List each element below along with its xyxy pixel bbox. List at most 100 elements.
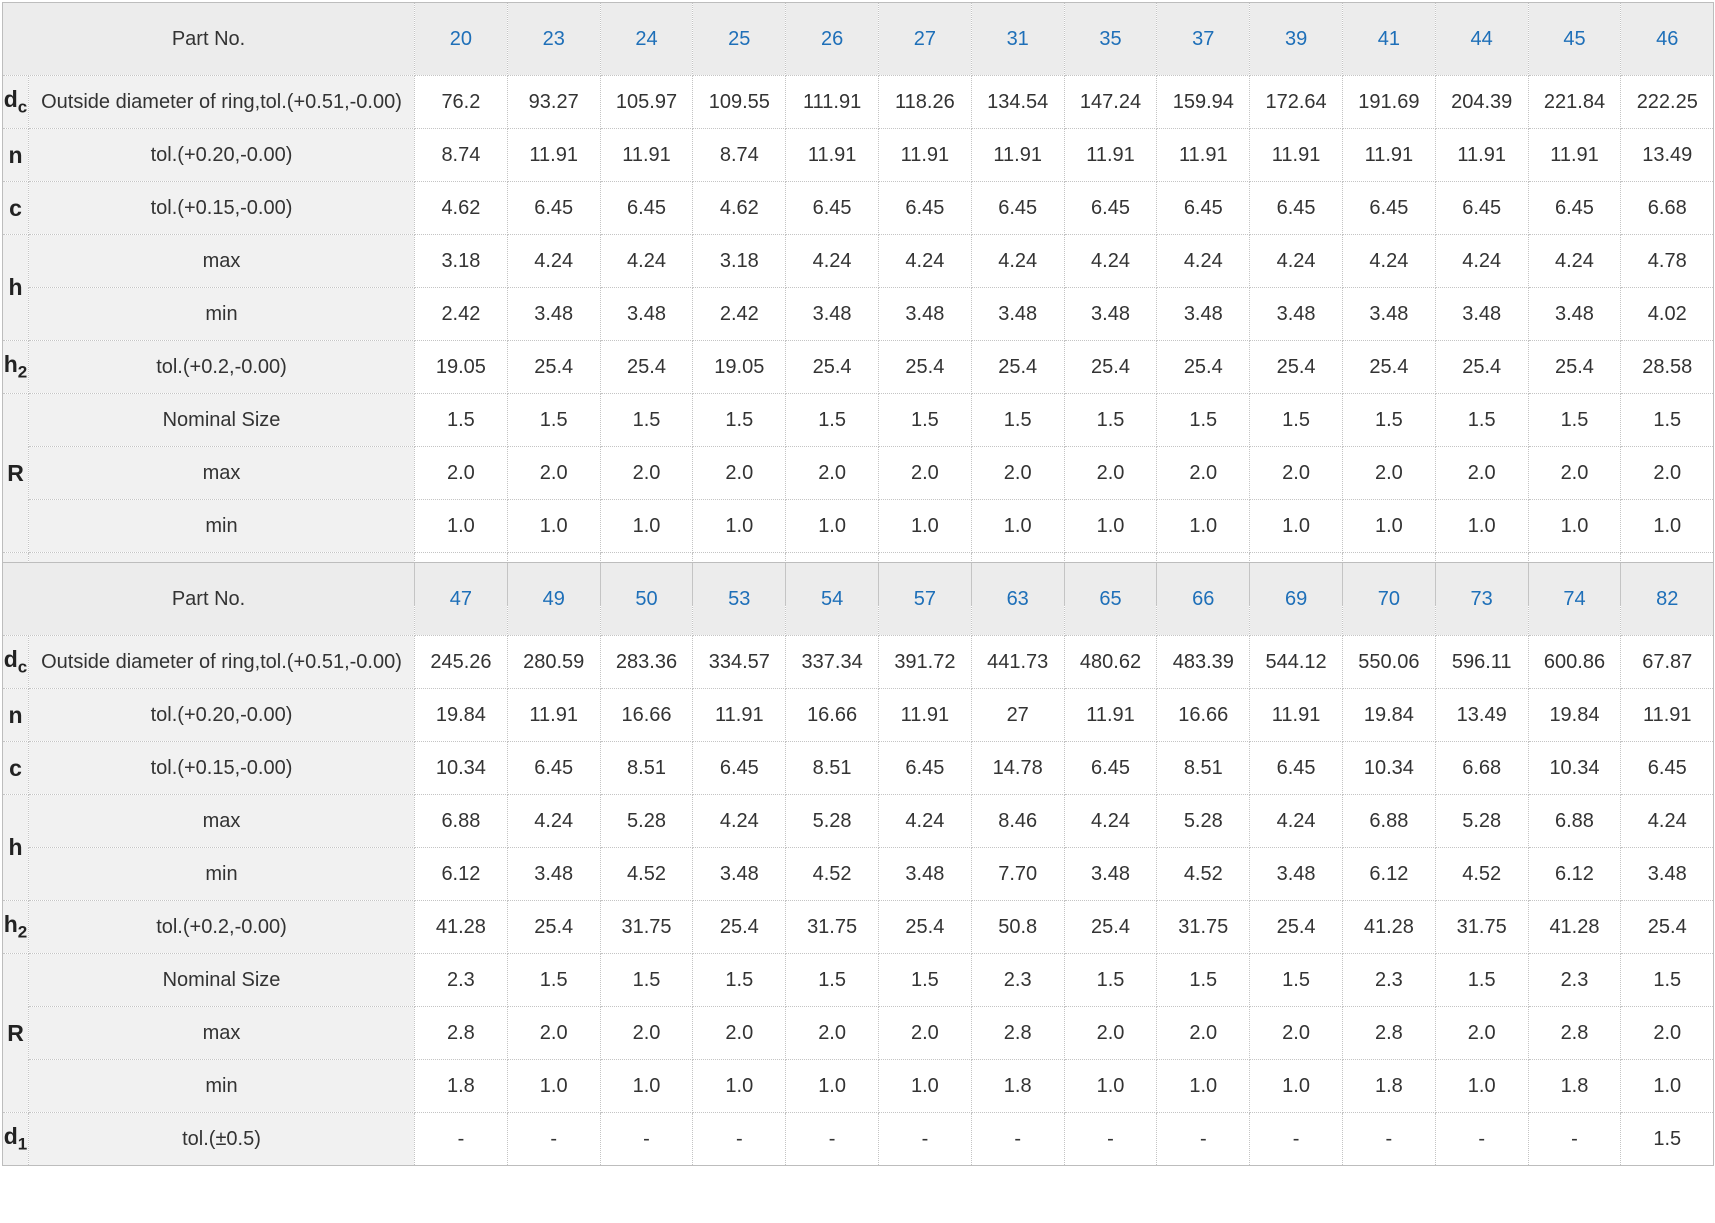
part-number-link[interactable]: 20 <box>414 2 508 76</box>
table-cell: 19.84 <box>1341 688 1436 742</box>
part-number-link[interactable]: 41 <box>1341 2 1436 76</box>
row-description: Outside diameter of ring,tol.(+0.51,-0.0… <box>27 75 416 129</box>
part-number-link[interactable]: 23 <box>506 2 601 76</box>
part-number-link[interactable]: 27 <box>878 2 972 76</box>
table-cell: 8.74 <box>692 128 787 182</box>
table-cell: 4.24 <box>506 234 601 288</box>
row-description: min <box>27 287 416 341</box>
table-cell: 134.54 <box>970 75 1065 129</box>
table-cell: 4.24 <box>1063 234 1158 288</box>
table-cell: 337.34 <box>785 635 879 689</box>
table-cell: 10.34 <box>1527 741 1622 795</box>
symbol-letter: d <box>3 1123 18 1150</box>
part-number-link[interactable]: 82 <box>1620 562 1715 636</box>
table-cell: 4.24 <box>1156 234 1251 288</box>
row-description: Outside diameter of ring,tol.(+0.51,-0.0… <box>27 635 416 689</box>
table-cell: 1.5 <box>506 953 601 1007</box>
table-cell: 1.5 <box>878 953 972 1007</box>
table-cell: 19.84 <box>1527 688 1622 742</box>
table-cell: 3.48 <box>1527 287 1622 341</box>
part-number-link[interactable]: 50 <box>599 562 694 636</box>
part-number-link[interactable]: 57 <box>878 562 972 636</box>
part-number-link[interactable]: 70 <box>1341 562 1436 636</box>
table-cell: 2.3 <box>1527 953 1622 1007</box>
part-number-link[interactable]: 44 <box>1434 2 1529 76</box>
part-number-link[interactable]: 65 <box>1063 562 1158 636</box>
table-cell: 1.0 <box>970 499 1065 553</box>
table-cell: 1.0 <box>1620 1059 1715 1113</box>
part-number-link[interactable]: 26 <box>785 2 879 76</box>
part-number-link[interactable]: 25 <box>692 2 787 76</box>
table-cell: 1.5 <box>1156 393 1251 447</box>
table-cell: 4.24 <box>1434 234 1529 288</box>
part-number-link[interactable]: 39 <box>1249 2 1343 76</box>
table-cell: 10.34 <box>1341 741 1436 795</box>
table-cell: 221.84 <box>1527 75 1622 129</box>
table-row: max 2.0 2.0 2.0 2.0 2.0 2.0 2.0 2.0 2.0 2.0 2.0 2.0 2… <box>3 446 1715 500</box>
part-number-link[interactable]: 37 <box>1156 2 1251 76</box>
table-cell: 1.0 <box>506 1059 601 1113</box>
table-cell: 25.4 <box>599 340 694 394</box>
part-number-link[interactable]: 46 <box>1620 2 1715 76</box>
table-cell: 1.5 <box>1620 953 1715 1007</box>
symbol-subscript: 2 <box>17 362 28 382</box>
part-number-link[interactable]: 74 <box>1527 562 1622 636</box>
table-cell: 16.66 <box>599 688 694 742</box>
table-cell: 6.45 <box>506 741 601 795</box>
part-number-link[interactable]: 47 <box>414 562 508 636</box>
table-cell: 1.5 <box>599 393 694 447</box>
table-cell: 2.0 <box>1620 446 1715 500</box>
table-cell: 11.91 <box>1527 128 1622 182</box>
table-cell: 1.0 <box>692 499 787 553</box>
table-cell: 6.45 <box>1063 741 1158 795</box>
table-row: n tol.(+0.20,-0.00) 8.74 11.91 11.91 8.74 11.9… <box>2 128 1715 182</box>
table-cell: 1.0 <box>878 1059 972 1113</box>
table-cell: 204.39 <box>1434 75 1529 129</box>
table-cell: 441.73 <box>970 635 1065 689</box>
part-number-link[interactable]: 45 <box>1527 2 1622 76</box>
table-cell: 105.97 <box>599 75 694 129</box>
row-description: tol.(+0.2,-0.00) <box>27 900 416 954</box>
part-number-link[interactable]: 69 <box>1249 562 1343 636</box>
row-symbol: d1 <box>2 1112 29 1166</box>
table-cell: 2.0 <box>692 1006 787 1060</box>
part-number-link[interactable]: 53 <box>692 562 787 636</box>
part-number-link[interactable]: 24 <box>599 2 694 76</box>
table-cell: 4.24 <box>692 794 787 848</box>
part-number-link[interactable]: 54 <box>785 562 879 636</box>
table-cell: 4.62 <box>414 181 508 235</box>
table-row: min 1.0 1.0 1.0 1.0 1.0 1.0 1.0 1.0 1.0 1.0 1.0 1.0 1… <box>3 499 1715 553</box>
table-cell: - <box>692 1112 787 1166</box>
row-description: tol.(+0.15,-0.00) <box>27 181 416 235</box>
table-cell: 483.39 <box>1156 635 1251 689</box>
part-number-link[interactable]: 66 <box>1156 562 1251 636</box>
row-description: max <box>27 234 416 288</box>
part-number-link[interactable]: 35 <box>1063 2 1158 76</box>
table-cell: 67.87 <box>1620 635 1715 689</box>
part-number-link[interactable]: 49 <box>506 562 601 636</box>
table-cell: 3.48 <box>506 287 601 341</box>
table-cell: 4.24 <box>1249 794 1343 848</box>
table-cell: 1.5 <box>1341 393 1436 447</box>
table-cell: 6.45 <box>1063 181 1158 235</box>
table-cell: 1.0 <box>599 1059 694 1113</box>
symbol-subscript: 2 <box>17 922 28 942</box>
table-cell: 6.68 <box>1434 741 1529 795</box>
part-number-link[interactable]: 31 <box>970 2 1065 76</box>
table-cell: 2.0 <box>1063 1006 1158 1060</box>
table-cell: 1.0 <box>506 499 601 553</box>
row-description: tol.(+0.15,-0.00) <box>27 741 416 795</box>
table-cell: 6.45 <box>1434 181 1529 235</box>
table-cell: 1.5 <box>692 393 787 447</box>
part-number-link[interactable]: 73 <box>1434 562 1529 636</box>
part-number-link[interactable]: 63 <box>970 562 1065 636</box>
table-cell: 1.8 <box>1341 1059 1436 1113</box>
row-symbol: h2 <box>2 340 29 394</box>
row-symbol: n <box>2 688 29 742</box>
table-cell: 1.5 <box>785 953 879 1007</box>
table-cell: 8.51 <box>599 741 694 795</box>
row-description: min <box>27 499 416 553</box>
table-cell: 159.94 <box>1156 75 1251 129</box>
table-cell: 8.46 <box>970 794 1065 848</box>
